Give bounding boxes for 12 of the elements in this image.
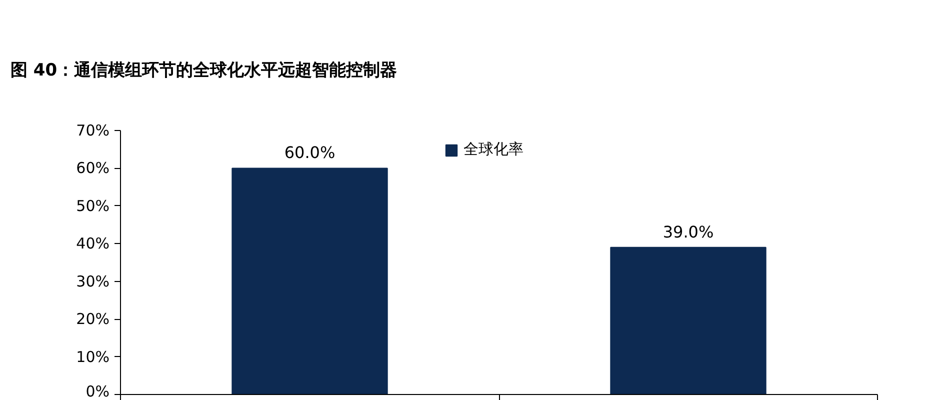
- data-label: 60.0%: [284, 143, 336, 162]
- chart-title: 图 40：通信模组环节的全球化水平远超智能控制器: [10, 60, 398, 80]
- legend-label: 全球化率: [464, 140, 524, 159]
- data-label: 39.0%: [662, 222, 714, 242]
- y-tick-label: 10%: [76, 348, 110, 366]
- y-tick-label: 50%: [76, 196, 110, 215]
- y-tick-label: 40%: [76, 234, 110, 253]
- y-tick-label: 20%: [76, 310, 110, 328]
- y-tick-label: 70%: [76, 122, 110, 140]
- y-tick-label: 30%: [76, 272, 110, 290]
- y-tick-label: 0%: [86, 382, 110, 400]
- y-tick-label: 60%: [76, 159, 110, 178]
